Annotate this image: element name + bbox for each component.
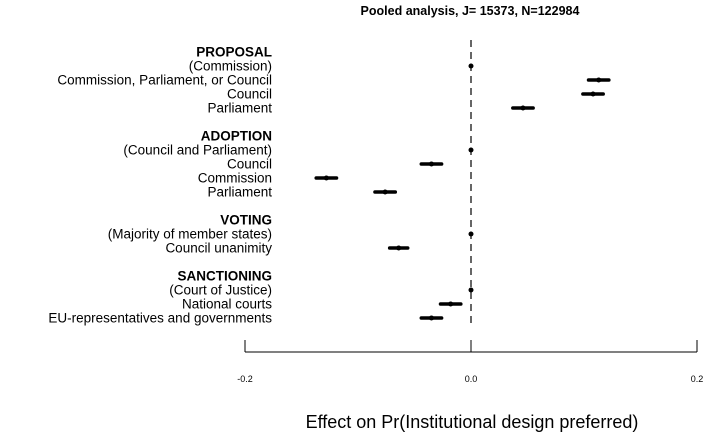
baseline-point — [468, 147, 474, 153]
estimate-point — [448, 301, 454, 307]
row-label: (Council and Parliament) — [123, 143, 272, 158]
row-label: Council — [227, 87, 272, 102]
group-label: VOTING — [220, 213, 272, 228]
row-labels: PROPOSAL(Commission)Commission, Parliame… — [48, 45, 272, 326]
row-label: Parliament — [207, 185, 272, 200]
row-label: Council unanimity — [165, 241, 272, 256]
estimate-point — [590, 91, 596, 97]
x-tick-label: -0.2 — [237, 374, 253, 384]
row-label: (Commission) — [189, 59, 272, 74]
estimate-point — [428, 315, 434, 321]
row-label: (Court of Justice) — [169, 283, 272, 298]
estimate-point — [428, 161, 434, 167]
row-label: (Majority of member states) — [108, 227, 272, 242]
baseline-point — [468, 287, 474, 293]
row-label: Parliament — [207, 101, 272, 116]
x-ticks: -0.2 0.0 0.2 — [237, 340, 703, 384]
row-label: Council — [227, 157, 272, 172]
estimate-point — [596, 77, 602, 83]
estimate-point — [382, 189, 388, 195]
x-axis: -0.2 0.0 0.2 — [237, 340, 703, 384]
row-label: Commission, Parliament, or Council — [57, 73, 272, 88]
baseline-point — [468, 63, 474, 69]
x-axis-title: Effect on Pr(Institutional design prefer… — [306, 412, 639, 432]
group-label: PROPOSAL — [196, 45, 272, 60]
estimate-point — [323, 175, 329, 181]
row-label: National courts — [182, 297, 272, 312]
chart-title: Pooled analysis, J= 15373, N=122984 — [361, 4, 580, 18]
x-tick-label: 0.0 — [465, 374, 478, 384]
group-label: SANCTIONING — [178, 269, 273, 284]
row-label: EU-representatives and governments — [48, 311, 272, 326]
estimate-point — [396, 245, 402, 251]
baseline-point — [468, 231, 474, 237]
estimate-marks — [314, 63, 611, 321]
x-tick-label: 0.2 — [691, 374, 704, 384]
row-label: Commission — [198, 171, 272, 186]
group-label: ADOPTION — [201, 129, 272, 144]
estimate-point — [520, 105, 526, 111]
